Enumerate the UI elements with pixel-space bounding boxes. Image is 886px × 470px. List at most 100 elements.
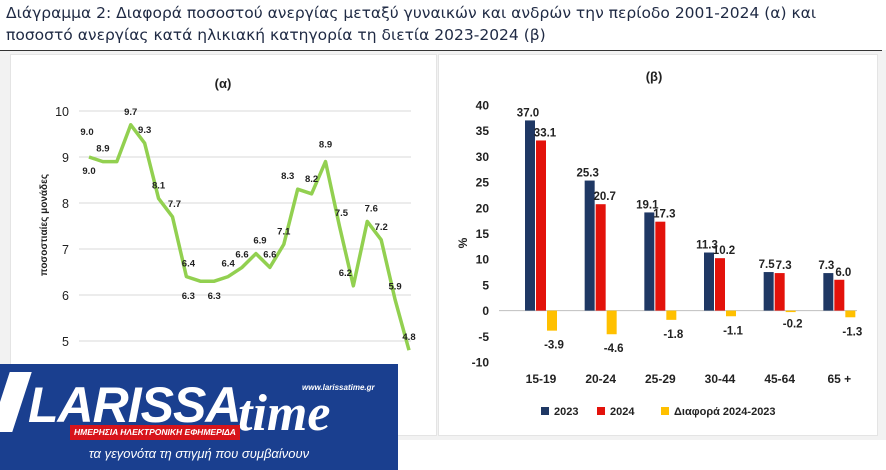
chart-b-legend-swatch — [541, 407, 549, 415]
logo-wordmark: LARISSA — [28, 377, 241, 433]
chart-b-bar — [715, 258, 725, 311]
bar-chart-b: (β)% 40 35 30 25 20 15 10 5 0 -5 -10 37.0 33.1 -3.9 15-… — [456, 69, 862, 418]
chart-b-category-label: 20-24 — [585, 372, 616, 386]
chart-b-legend-label: Διαφορά 2024-2023 — [674, 406, 776, 418]
chart-a-data-label: 6.4 — [222, 259, 236, 270]
logo-time-word: time — [238, 385, 331, 442]
chart-b-data-label: 7.5 — [759, 259, 776, 271]
chart-b-data-label: 11.3 — [696, 240, 718, 252]
chart-b-data-label: -1.1 — [723, 325, 743, 337]
chart-b-data-label: 7.3 — [776, 260, 792, 272]
chart-b-data-label: 37.0 — [517, 107, 539, 119]
chart-b-data-label: 6.0 — [835, 267, 851, 279]
chart-b-data-label: 7.3 — [818, 260, 834, 272]
chart-b-ylabel: % — [456, 237, 470, 248]
chart-b-ytick-label: 30 — [476, 150, 490, 164]
chart-a-data-label: 7.1 — [277, 226, 291, 237]
line-chart-a: (α)ποσοστιαίες μονάδες56789109.08.99.79.… — [39, 76, 416, 351]
chart-a-data-label: 7.2 — [375, 222, 388, 233]
chart-a-data-label: 7.5 — [335, 208, 349, 219]
chart-b-ytick-label: 20 — [476, 201, 490, 215]
chart-b-category-label: 15-19 — [526, 372, 557, 386]
chart-b-data-label: 25.3 — [576, 168, 598, 180]
chart-b-ytick-label: 15 — [476, 227, 490, 241]
chart-b-ytick-label: 25 — [476, 176, 490, 190]
chart-b-bar — [823, 273, 834, 311]
chart-panel-b: (β)% 40 35 30 25 20 15 10 5 0 -5 -10 37.0 33.1 -3.9 15-… — [438, 54, 878, 436]
chart-b-data-label: -1.8 — [663, 329, 683, 341]
chart-a-data-label: 6.4 — [182, 259, 196, 270]
chart-b-category-label: 30-44 — [705, 372, 736, 386]
larissatime-logo[interactable]: LARISSA time www.larissatime.gr ΗΜΕΡΗΣΙΑ… — [0, 364, 398, 470]
chart-b-data-label: 10.2 — [713, 245, 735, 257]
chart-b-ytick-label: 5 — [482, 278, 489, 292]
chart-a-ytick-label: 6 — [62, 289, 69, 303]
chart-a-ytick-label: 7 — [62, 243, 69, 257]
chart-b-bar — [774, 273, 785, 311]
chart-a-data-label: 9.0 — [80, 127, 93, 138]
chart-b-bar — [763, 272, 774, 311]
logo-slogan: τα γεγονότα τη στιγμή που συμβαίνουν — [88, 446, 310, 461]
chart-b-bar — [666, 310, 677, 320]
chart-b-bar — [845, 310, 856, 318]
chart-b-bar — [536, 140, 546, 311]
logo-stripe — [0, 372, 32, 432]
caption-divider — [0, 50, 882, 51]
chart-a-data-label: 6.3 — [182, 291, 195, 302]
chart-b-data-label: 33.1 — [534, 127, 557, 139]
chart-a-data-label: 6.6 — [263, 249, 276, 260]
chart-b-bar — [525, 120, 535, 311]
chart-a-ytick-label: 5 — [62, 335, 69, 349]
chart-a-data-label: 5.9 — [388, 282, 401, 293]
chart-b-bar — [547, 310, 557, 331]
chart-b-category-label: 65 + — [827, 372, 851, 386]
chart-b-data-label: 17.3 — [653, 209, 675, 221]
chart-b-legend-label: 2024 — [610, 406, 635, 418]
figure-caption: Διάγραμμα 2: Διαφορά ποσοστού ανεργίας μ… — [6, 4, 817, 44]
chart-a-data-label: 6.9 — [253, 236, 266, 247]
chart-b-data-label: -1.3 — [842, 326, 862, 338]
chart-b-data-label: -0.2 — [783, 319, 803, 331]
chart-b-ytick-label: 35 — [476, 124, 490, 138]
chart-a-data-label: 7.7 — [168, 199, 181, 210]
chart-b-bar — [644, 212, 655, 311]
chart-b-data-label: 19.1 — [636, 199, 659, 211]
chart-a-data-label: 8.2 — [305, 174, 318, 185]
chart-a-data-label: 6.3 — [208, 291, 221, 302]
chart-b-legend-label: 2023 — [554, 406, 578, 418]
chart-a-data-label: 8.3 — [281, 171, 294, 182]
chart-a-data-label: 8.9 — [319, 140, 332, 151]
chart-a-data-label: 9.7 — [124, 107, 137, 118]
chart-a-ytick-label: 8 — [62, 197, 69, 211]
chart-a-data-label: 9.3 — [138, 125, 151, 136]
chart-a-title: (α) — [215, 76, 232, 91]
chart-b-ytick-label: 0 — [482, 304, 489, 318]
chart-b-bar — [606, 310, 617, 335]
chart-b-bar — [595, 204, 606, 311]
chart-a-data-label: 9.0 — [82, 166, 95, 177]
chart-b-bar — [704, 252, 714, 311]
chart-b-ytick-label: 40 — [476, 99, 490, 113]
chart-b-category-label: 45-64 — [764, 372, 795, 386]
chart-b-bar — [726, 310, 736, 317]
chart-b-bar — [834, 279, 845, 311]
chart-b-legend-swatch — [661, 407, 669, 415]
chart-a-ytick-label: 9 — [62, 151, 69, 165]
chart-a-ytick-label: 10 — [55, 105, 69, 119]
chart-a-series-line — [88, 123, 411, 351]
chart-a-data-label: 4.8 — [402, 332, 415, 343]
chart-b-ytick-label: 10 — [476, 253, 490, 267]
chart-a-data-label: 8.9 — [96, 144, 109, 155]
logo-band: ΗΜΕΡΗΣΙΑ ΗΛΕΚΤΡΟΝΙΚΗ ΕΦΗΜΕΡΙΔΑ — [70, 425, 240, 440]
chart-a-data-label: 8.1 — [152, 180, 166, 191]
chart-b-data-label: -4.6 — [604, 343, 624, 355]
chart-b-legend-swatch — [597, 407, 605, 415]
chart-a-ylabel: ποσοστιαίες μονάδες — [39, 174, 50, 276]
logo-url: www.larissatime.gr — [302, 383, 375, 392]
chart-a-data-label: 6.2 — [339, 268, 352, 279]
chart-b-bar — [584, 180, 595, 311]
chart-b-data-label: 20.7 — [593, 191, 615, 203]
chart-b-ytick-label: -10 — [472, 356, 490, 370]
chart-b-category-label: 25-29 — [645, 372, 676, 386]
chart-b-bar — [655, 221, 666, 311]
